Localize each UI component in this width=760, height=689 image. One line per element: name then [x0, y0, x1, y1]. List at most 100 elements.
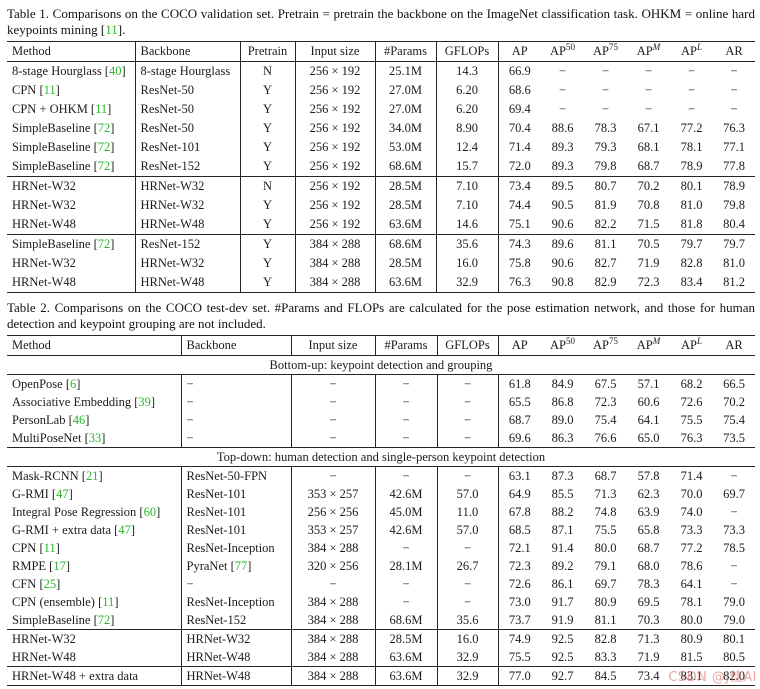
method-cell: HRNet-W32 — [7, 254, 136, 273]
ap75-cell: 79.1 — [594, 558, 617, 573]
gflops-cell: 16.0 — [437, 629, 499, 648]
apm-cell: 73.4 — [627, 666, 670, 686]
table-row: G-RMI [47] ResNet-101 353 × 257 42.6M 57.0 64… — [7, 485, 755, 503]
input-size-cell: 256 × 192 — [295, 81, 376, 100]
params-cell: − — [375, 575, 438, 593]
table-row: CFN [25] − − − −72.6 86.1 69.7 78.3 64.1− — [7, 575, 755, 593]
citation-link[interactable]: 11 — [43, 83, 56, 97]
backbone-cell: ResNet-152 — [135, 234, 241, 254]
method-cell: PersonLab [46] — [7, 411, 182, 429]
input-size-cell: 256 × 192 — [295, 100, 376, 119]
method-cell: Integral Pose Regression [60] — [7, 503, 182, 521]
citation-link[interactable]: 39 — [138, 394, 151, 409]
citation-link[interactable]: 46 — [72, 412, 86, 427]
citation-link[interactable]: 40 — [108, 64, 122, 78]
ap50-cell: 88.2 — [551, 504, 574, 519]
apm-cell: 57.1 — [627, 374, 670, 393]
ap50-cell: 92.5 — [551, 649, 574, 664]
citation-link[interactable]: 47 — [56, 486, 69, 501]
citation-link[interactable]: 72 — [97, 140, 111, 154]
citation-link[interactable]: 6 — [69, 376, 77, 391]
table1-coco-validation: Method Backbone Pretrain Input size #Params G… — [7, 41, 755, 293]
table-row: PersonLab [46] − − − −68.7 89.0 75.4 64.1 75.5 75… — [7, 411, 755, 429]
gflops-cell: 6.20 — [436, 100, 499, 119]
citation-link[interactable]: 25 — [43, 576, 57, 591]
ap50-cell: 85.5 — [551, 486, 574, 501]
citation-link[interactable]: 21 — [85, 468, 99, 483]
ap-cell: 75.5 — [508, 649, 531, 664]
ap-cell: 77.0 — [498, 666, 541, 686]
col-header-ap50: AP50 — [541, 41, 584, 62]
col-header-ap75: AP75 — [584, 335, 627, 356]
citation-link[interactable]: 47 — [118, 522, 131, 537]
ap75-cell: 79.8 — [594, 159, 617, 173]
citation-link[interactable]: 72 — [97, 121, 111, 135]
pretrain-cell: Y — [240, 215, 296, 235]
backbone-cell: HRNet-W32 — [135, 176, 241, 196]
apl-cell: 68.2 — [670, 374, 713, 393]
col-header-params: #Params — [375, 41, 437, 62]
citation-link[interactable]: 72 — [97, 612, 111, 627]
ap-cell: 72.0 — [508, 159, 531, 173]
ap-cell: 61.8 — [498, 374, 541, 393]
ap50-cell: 87.1 — [551, 522, 574, 537]
params-cell: 27.0M — [375, 81, 437, 100]
apl-cell: 70.0 — [680, 486, 703, 501]
citation-link[interactable]: 11 — [102, 594, 115, 609]
ap-cell: 64.9 — [508, 486, 531, 501]
citation-link[interactable]: 11 — [95, 102, 108, 116]
backbone-cell: − — [181, 411, 292, 429]
gflops-cell: 57.0 — [437, 521, 499, 539]
ap50-cell: − — [558, 102, 567, 116]
citation-link[interactable]: 72 — [97, 237, 111, 251]
ap75-cell: 74.8 — [594, 504, 617, 519]
ar-cell: − — [730, 504, 738, 519]
input-size-cell: 353 × 257 — [291, 485, 376, 503]
ap75-cell: 75.5 — [594, 522, 617, 537]
ap50-cell: 89.3 — [551, 159, 574, 173]
citation-link[interactable]: 33 — [88, 430, 102, 445]
pretrain-cell: Y — [240, 254, 296, 273]
citation-link[interactable]: 17 — [53, 558, 66, 573]
gflops-cell: − — [437, 539, 499, 557]
params-cell: − — [375, 539, 438, 557]
ar-cell: 70.2 — [723, 394, 745, 409]
ap75-cell: 72.3 — [594, 394, 617, 409]
citation-link[interactable]: 11 — [105, 22, 118, 37]
ap75-cell: 67.5 — [584, 374, 627, 393]
gflops-cell: 32.9 — [436, 273, 499, 293]
citation-link[interactable]: 60 — [143, 504, 157, 519]
col-header-apm: APM — [627, 41, 670, 62]
input-size-cell: 384 × 288 — [295, 273, 376, 293]
apm-cell: 65.0 — [637, 430, 660, 445]
ar-cell: − — [730, 102, 738, 116]
pretrain-cell: Y — [240, 119, 296, 138]
backbone-cell: HRNet-W32 — [135, 196, 241, 215]
ap50-cell: 92.7 — [541, 666, 584, 686]
pretrain-cell: N — [240, 61, 296, 81]
gflops-cell: − — [437, 466, 499, 485]
gflops-cell: − — [437, 393, 499, 411]
method-cell: CPN (ensemble) [11] — [7, 593, 182, 611]
ap-cell: 67.8 — [508, 504, 531, 519]
citation-link[interactable]: 72 — [97, 159, 111, 173]
citation-link[interactable]: 11 — [43, 540, 56, 555]
ap50-cell: 84.9 — [541, 374, 584, 393]
input-size-cell: 353 × 257 — [291, 521, 376, 539]
apm-cell: 71.5 — [637, 217, 660, 231]
apm-cell: 70.2 — [627, 176, 670, 196]
ar-cell: 79.8 — [723, 198, 745, 212]
ar-cell: 80.5 — [723, 649, 745, 664]
input-size-cell: 256 × 192 — [295, 119, 376, 138]
col-header-pretrain: Pretrain — [240, 41, 296, 62]
citation-link[interactable]: 77 — [234, 558, 248, 573]
ap75-cell: 68.7 — [584, 466, 627, 485]
gflops-cell: 57.0 — [437, 485, 499, 503]
section-row: Top-down: human detection and single-per… — [7, 447, 755, 467]
apl-cell: 80.1 — [670, 176, 713, 196]
params-cell: 28.5M — [375, 176, 437, 196]
ap75-cell: 80.7 — [584, 176, 627, 196]
gflops-cell: 14.6 — [436, 215, 499, 235]
ap75-cell: 81.9 — [594, 198, 617, 212]
apl-cell: 82.8 — [680, 256, 703, 270]
